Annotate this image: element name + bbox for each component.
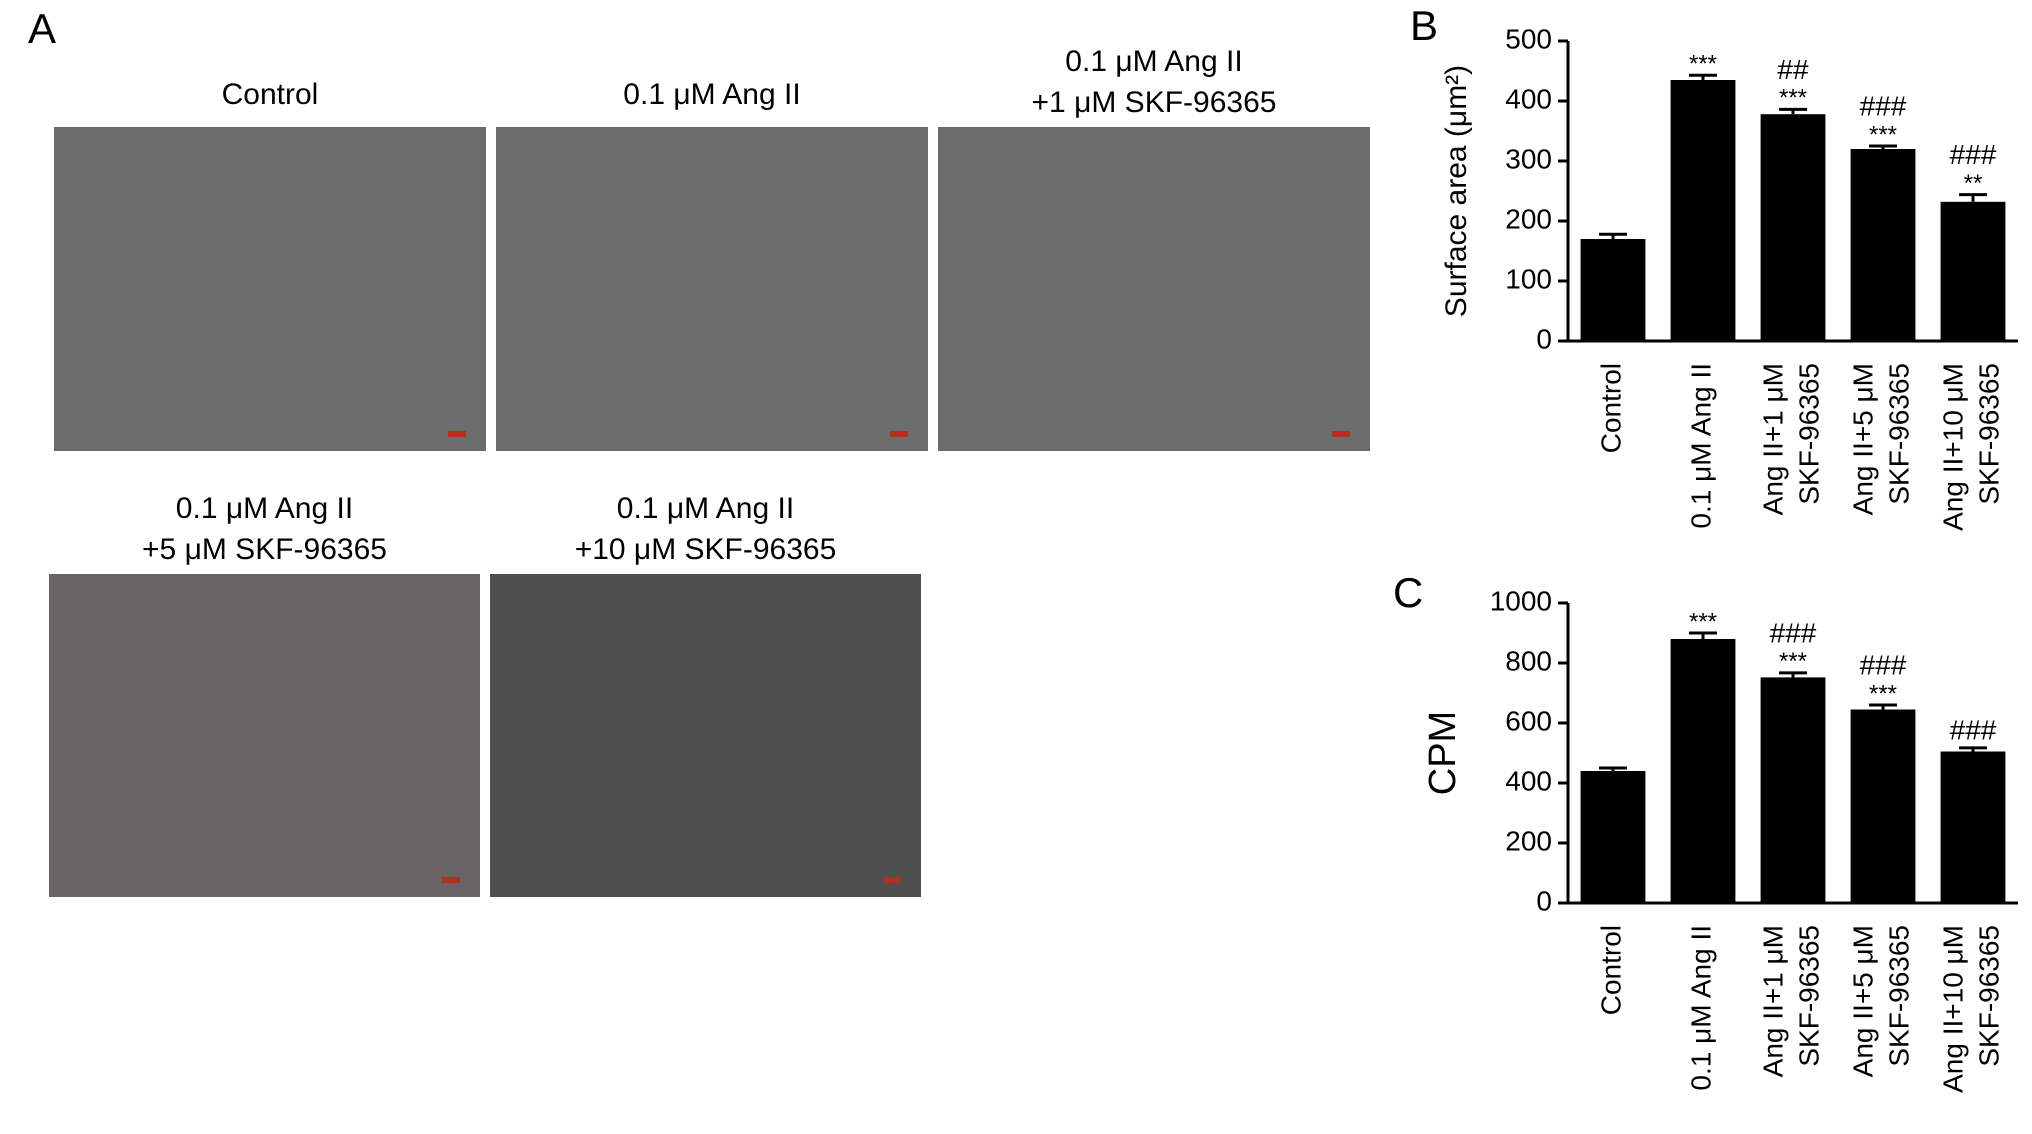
bar bbox=[1940, 201, 2006, 341]
significance-stars: *** bbox=[1689, 608, 1717, 635]
x-tick-label: SKF-96365 bbox=[1883, 363, 1914, 505]
significance-hashes: ### bbox=[1860, 649, 1907, 680]
micrograph-title: 0.1 μM Ang II bbox=[623, 78, 800, 111]
error-bar bbox=[1869, 144, 1897, 149]
significance-stars: *** bbox=[1779, 85, 1807, 112]
scale-bar bbox=[1332, 431, 1350, 437]
x-tick-label: Ang II+1 μM bbox=[1757, 925, 1788, 1077]
x-tick-label: SKF-96365 bbox=[1793, 925, 1824, 1067]
panel-label: C bbox=[1393, 569, 1423, 616]
x-tick-label: Ang II+10 μM bbox=[1937, 925, 1968, 1093]
y-tick-label: 500 bbox=[1505, 23, 1552, 54]
y-tick-label: 400 bbox=[1505, 83, 1552, 114]
error-bar bbox=[1959, 746, 1987, 752]
y-tick-label: 300 bbox=[1505, 143, 1552, 174]
bar bbox=[1670, 80, 1736, 341]
y-tick-label: 200 bbox=[1505, 203, 1552, 234]
x-tick-label: SKF-96365 bbox=[1973, 925, 2004, 1067]
bar bbox=[1850, 709, 1916, 903]
micrograph-title: Control bbox=[222, 78, 319, 111]
micrograph-title: 0.1 μM Ang II bbox=[1065, 45, 1242, 78]
significance-stars: *** bbox=[1869, 680, 1897, 707]
x-tick-label: 0.1 μM Ang II bbox=[1685, 363, 1716, 529]
x-tick-label: Control bbox=[1595, 363, 1626, 453]
x-tick-label: Ang II+5 μM bbox=[1847, 925, 1878, 1077]
error-bar bbox=[1959, 193, 1987, 202]
significance-stars: *** bbox=[1869, 121, 1897, 148]
bar bbox=[1940, 751, 2006, 903]
significance-hashes: ### bbox=[1950, 714, 1997, 745]
error-bar bbox=[1869, 703, 1897, 710]
y-tick-label: 800 bbox=[1505, 645, 1552, 676]
y-tick-label: 0 bbox=[1536, 885, 1552, 916]
error-bar bbox=[1779, 107, 1807, 115]
x-tick-label: Control bbox=[1595, 925, 1626, 1015]
scale-bar bbox=[442, 877, 460, 883]
significance-hashes: ### bbox=[1860, 90, 1907, 121]
panel-label: A bbox=[28, 5, 56, 52]
scale-bar bbox=[448, 431, 466, 437]
micrograph-title: 0.1 μM Ang II bbox=[617, 492, 794, 525]
y-tick-label: 200 bbox=[1505, 825, 1552, 856]
error-bar bbox=[1599, 766, 1627, 771]
x-tick-label: Ang II+10 μM bbox=[1937, 363, 1968, 531]
micrograph bbox=[49, 574, 480, 897]
bar bbox=[1760, 677, 1826, 903]
panel-label: B bbox=[1410, 2, 1438, 49]
significance-stars: *** bbox=[1689, 51, 1717, 78]
bar bbox=[1850, 149, 1916, 341]
error-bar bbox=[1689, 631, 1717, 639]
y-tick-label: 0 bbox=[1536, 323, 1552, 354]
micrograph-title: +5 μM SKF-96365 bbox=[142, 533, 387, 566]
x-tick-label: SKF-96365 bbox=[1883, 925, 1914, 1067]
error-bar bbox=[1779, 671, 1807, 678]
y-tick-label: 400 bbox=[1505, 765, 1552, 796]
significance-stars: *** bbox=[1779, 648, 1807, 675]
x-tick-label: Ang II+1 μM bbox=[1757, 363, 1788, 515]
x-tick-label: Ang II+5 μM bbox=[1847, 363, 1878, 515]
y-tick-label: 600 bbox=[1505, 705, 1552, 736]
scale-bar bbox=[883, 877, 901, 883]
micrograph bbox=[496, 127, 928, 451]
bar bbox=[1670, 639, 1736, 903]
micrograph bbox=[54, 127, 486, 451]
micrograph-title: 0.1 μM Ang II bbox=[176, 492, 353, 525]
y-axis-label: Surface area (μm²) bbox=[1440, 65, 1473, 317]
bar bbox=[1580, 771, 1646, 903]
x-tick-label: SKF-96365 bbox=[1793, 363, 1824, 505]
significance-stars: ** bbox=[1964, 170, 1983, 197]
bar bbox=[1760, 114, 1826, 341]
scale-bar bbox=[890, 431, 908, 437]
micrograph bbox=[490, 574, 921, 897]
micrograph-title: +1 μM SKF-96365 bbox=[1032, 86, 1277, 119]
bar bbox=[1580, 239, 1646, 341]
micrograph bbox=[938, 127, 1370, 451]
x-tick-label: 0.1 μM Ang II bbox=[1685, 925, 1716, 1091]
x-tick-label: SKF-96365 bbox=[1973, 363, 2004, 505]
error-bar bbox=[1689, 73, 1717, 80]
significance-hashes: ### bbox=[1950, 139, 1997, 170]
y-axis-label: CPM bbox=[1422, 711, 1464, 795]
y-tick-label: 100 bbox=[1505, 263, 1552, 294]
error-bar bbox=[1599, 232, 1627, 239]
y-tick-label: 1000 bbox=[1490, 585, 1552, 616]
significance-hashes: ### bbox=[1770, 617, 1817, 648]
micrograph-title: +10 μM SKF-96365 bbox=[575, 533, 837, 566]
significance-hashes: ## bbox=[1777, 54, 1809, 85]
